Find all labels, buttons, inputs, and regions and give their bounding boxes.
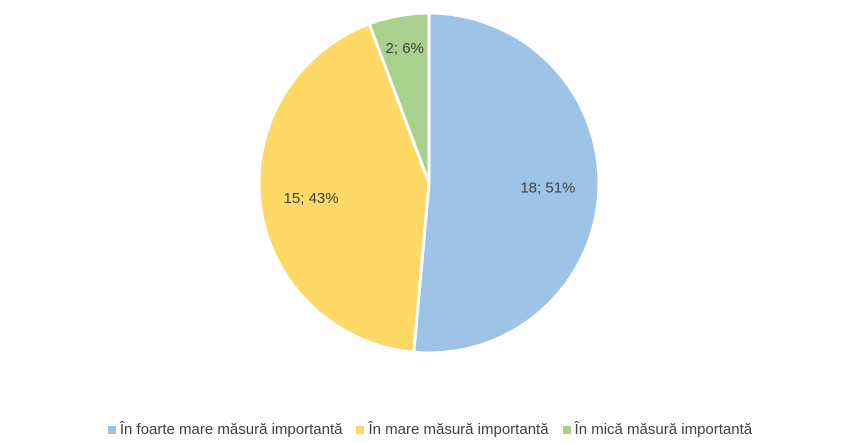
data-label: 15; 43%: [284, 190, 339, 207]
legend-swatch: [107, 425, 116, 434]
data-label: 2; 6%: [386, 40, 424, 57]
legend-label: În foarte mare măsură importantă: [119, 421, 343, 438]
pie-slice: [412, 11, 601, 355]
data-label: 18; 51%: [520, 179, 575, 196]
legend-label: În mare măsură importantă: [368, 421, 549, 438]
legend-swatch: [356, 425, 365, 434]
legend-label: În mică măsură importantă: [574, 421, 753, 438]
legend: În foarte mare măsură importantă În mare …: [0, 421, 860, 438]
chart: 18; 51% 15; 43% 2; 6%: [257, 11, 601, 355]
legend-swatch: [562, 425, 571, 434]
legend-item: În foarte mare măsură importantă: [107, 421, 343, 438]
pie-slice: [367, 11, 431, 184]
legend-item: În mare măsură importantă: [356, 421, 549, 438]
legend-item: În mică măsură importantă: [562, 421, 753, 438]
pie-slice: [257, 21, 431, 354]
